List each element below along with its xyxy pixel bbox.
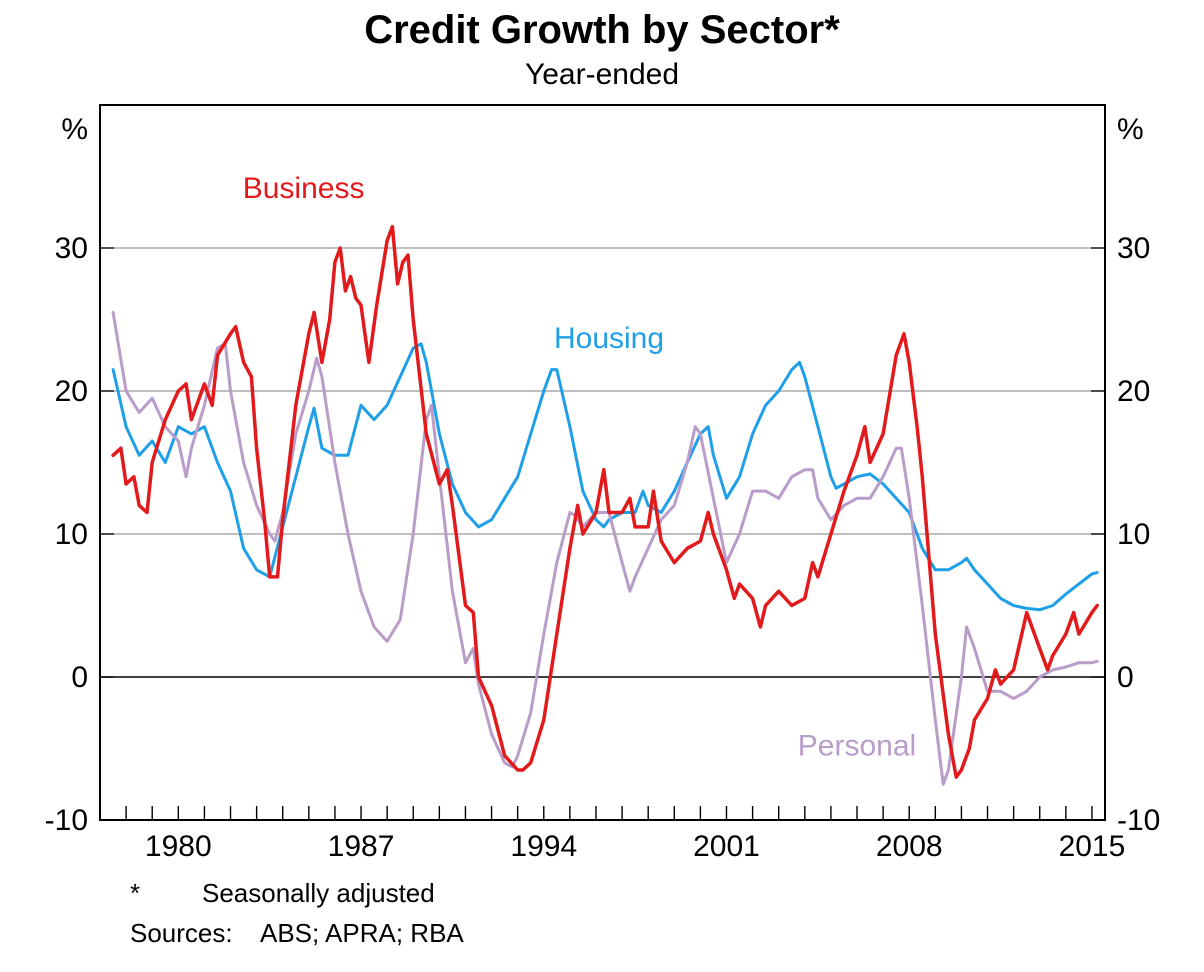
svg-text:1987: 1987	[328, 830, 395, 863]
svg-text:20: 20	[1117, 375, 1150, 408]
svg-text:1994: 1994	[510, 830, 577, 863]
svg-text:20: 20	[55, 375, 88, 408]
svg-text:0: 0	[1117, 661, 1134, 694]
svg-text:Housing: Housing	[554, 322, 664, 355]
svg-text:%: %	[1117, 113, 1144, 146]
svg-text:Personal: Personal	[798, 730, 916, 763]
svg-text:2008: 2008	[876, 830, 943, 863]
svg-text:2001: 2001	[693, 830, 760, 863]
chart-svg: 198019871994200120082015-10-100010102020…	[0, 0, 1204, 972]
footnote-text: Seasonally adjusted	[202, 878, 435, 909]
sources-label: Sources:	[130, 918, 233, 949]
svg-text:%: %	[61, 113, 88, 146]
svg-text:Business: Business	[243, 172, 365, 205]
svg-text:-10: -10	[1117, 804, 1160, 837]
svg-text:2015: 2015	[1059, 830, 1126, 863]
svg-text:30: 30	[55, 232, 88, 265]
svg-text:10: 10	[1117, 518, 1150, 551]
sources-text: ABS; APRA; RBA	[260, 918, 464, 949]
svg-text:10: 10	[55, 518, 88, 551]
footnote-star: *	[130, 878, 140, 909]
svg-text:-10: -10	[45, 804, 88, 837]
svg-text:1980: 1980	[145, 830, 212, 863]
chart-container: Credit Growth by Sector* Year-ended 1980…	[0, 0, 1204, 972]
svg-text:0: 0	[71, 661, 88, 694]
svg-text:30: 30	[1117, 232, 1150, 265]
